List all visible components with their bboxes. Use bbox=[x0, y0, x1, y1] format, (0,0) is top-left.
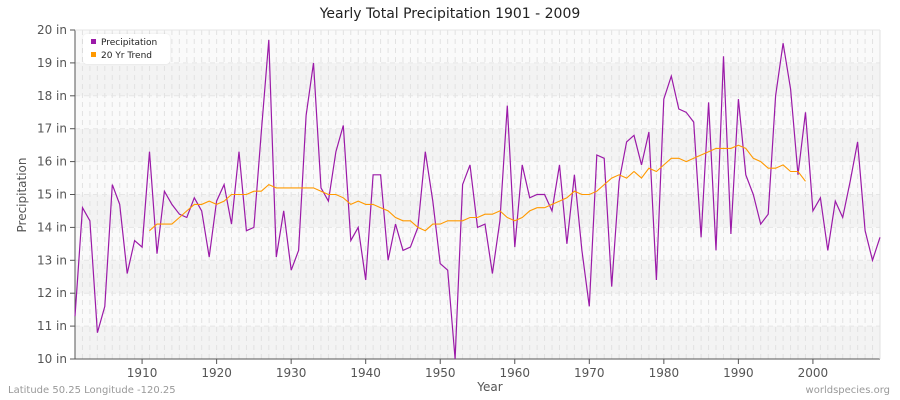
legend-item-trend: 20 Yr Trend bbox=[91, 50, 152, 62]
y-tick-label: 17 in bbox=[37, 122, 67, 136]
y-tick-label: 18 in bbox=[37, 89, 67, 103]
coordinates-caption: Latitude 50.25 Longitude -120.25 bbox=[8, 385, 176, 396]
axes: 10 in 11 in 12 in 13 in 14 in 15 in 16 in 17 in… bbox=[37, 23, 881, 380]
chart-title: Yearly Total Precipitation 1901 - 2009 bbox=[319, 6, 581, 22]
trend-line bbox=[149, 144, 806, 232]
precipitation-line bbox=[74, 39, 881, 360]
y-tick-label: 11 in bbox=[37, 319, 67, 333]
x-tick-label: 1930 bbox=[276, 366, 307, 380]
y-tick-label: 13 in bbox=[37, 253, 67, 267]
x-tick-label: 1970 bbox=[574, 366, 605, 380]
source-credit: worldspecies.org bbox=[805, 385, 890, 396]
x-tick-label: 1990 bbox=[723, 366, 754, 380]
x-tick-label: 1920 bbox=[201, 366, 232, 380]
x-tick-label: 2000 bbox=[798, 366, 829, 380]
y-tick-label: 14 in bbox=[37, 220, 67, 234]
legend-label: 20 Yr Trend bbox=[101, 51, 153, 61]
trend-swatch-icon bbox=[91, 52, 96, 57]
chart-legend: Precipitation 20 Yr Trend bbox=[83, 34, 170, 64]
legend-item-precipitation: Precipitation bbox=[91, 37, 157, 49]
y-tick-label: 16 in bbox=[37, 155, 67, 169]
x-tick-label: 1980 bbox=[649, 366, 680, 380]
x-tick-label: 1960 bbox=[499, 366, 530, 380]
data-series bbox=[74, 39, 881, 360]
y-tick-label: 10 in bbox=[37, 352, 67, 366]
legend-label: Precipitation bbox=[101, 38, 158, 48]
x-axis-label: Year bbox=[476, 380, 502, 394]
precipitation-swatch-icon bbox=[91, 39, 96, 44]
x-tick-label: 1940 bbox=[350, 366, 381, 380]
y-tick-label: 20 in bbox=[37, 23, 67, 37]
y-axis-label: Precipitation bbox=[15, 157, 29, 232]
y-tick-label: 15 in bbox=[37, 188, 67, 202]
y-tick-label: 19 in bbox=[37, 56, 67, 70]
x-tick-label: 1950 bbox=[425, 366, 456, 380]
x-tick-label: 1910 bbox=[127, 366, 158, 380]
y-tick-label: 12 in bbox=[37, 286, 67, 300]
